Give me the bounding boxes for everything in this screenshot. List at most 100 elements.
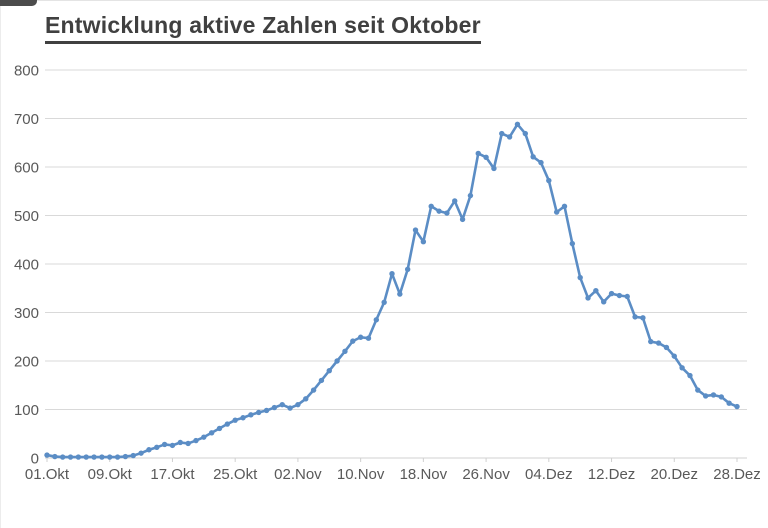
data-point (130, 452, 136, 459)
data-point (334, 358, 340, 364)
data-point (279, 401, 285, 408)
data-point (679, 365, 685, 371)
x-axis-label: 01.Okt (25, 466, 70, 483)
x-axis-label: 17.Okt (150, 466, 195, 483)
x-axis-label: 04.Dez (525, 466, 573, 483)
data-point (232, 417, 238, 423)
data-point (365, 335, 372, 341)
data-point (522, 130, 528, 137)
data-point (169, 442, 176, 449)
y-axis-label-800: 800 (14, 63, 39, 80)
data-point (718, 394, 725, 400)
y-axis-label-300: 300 (14, 305, 39, 322)
x-axis-label: 18.Nov (400, 466, 448, 483)
data-point (616, 292, 623, 299)
data-point (530, 154, 536, 160)
data-point (459, 216, 466, 223)
data-point (75, 454, 82, 460)
data-point (295, 401, 301, 408)
data-point (240, 415, 246, 421)
data-point (342, 348, 348, 354)
y-axis-label-100: 100 (14, 402, 39, 419)
data-point (59, 454, 66, 460)
data-point (263, 407, 270, 414)
data-point (216, 425, 223, 432)
data-point (561, 203, 568, 209)
y-axis-label-0: 0 (31, 451, 39, 468)
data-point (67, 454, 74, 460)
data-point (185, 440, 191, 447)
data-point (271, 404, 278, 411)
y-axis-label-500: 500 (14, 208, 39, 225)
x-axis-label: 12.Dez (588, 466, 636, 483)
data-point (373, 317, 380, 323)
data-point (702, 393, 709, 399)
data-point (107, 454, 113, 460)
data-point (357, 334, 364, 340)
data-point (389, 271, 395, 277)
x-axis-label: 09.Okt (88, 466, 133, 483)
data-point (499, 130, 505, 137)
data-point (444, 210, 450, 216)
data-point (569, 240, 576, 247)
data-point (248, 412, 254, 418)
data-point (138, 450, 144, 456)
data-point (404, 266, 411, 273)
data-point (593, 287, 599, 294)
data-point (710, 392, 717, 398)
data-point (553, 209, 560, 215)
data-point (208, 430, 215, 436)
data-point (310, 387, 317, 393)
data-point (154, 444, 160, 451)
data-point (624, 293, 630, 300)
data-point (161, 441, 168, 448)
data-point (491, 165, 497, 172)
data-point (514, 121, 521, 128)
data-point (687, 372, 693, 379)
data-point (52, 453, 58, 460)
gridlines (45, 69, 747, 459)
y-axis-label-600: 600 (14, 160, 39, 177)
y-axis-labels: 0 100 200 300 400 500 600 700 800 (14, 63, 39, 468)
x-axis-tick-marks (46, 458, 738, 462)
data-point (193, 437, 199, 444)
x-axis-label: 26.Nov (462, 466, 510, 483)
data-point (538, 159, 544, 166)
data-point (483, 154, 489, 160)
data-point (506, 134, 513, 140)
data-point (99, 454, 105, 460)
data-point (663, 344, 670, 351)
data-point (734, 403, 740, 410)
data-point (467, 192, 474, 199)
data-point (91, 454, 97, 460)
data-point (177, 439, 183, 446)
data-point (287, 405, 293, 411)
data-point (695, 387, 701, 393)
data-point (114, 454, 121, 460)
data-point (436, 208, 442, 214)
data-point (303, 396, 309, 402)
data-point (381, 299, 387, 306)
data-point (475, 150, 481, 157)
data-point (601, 299, 607, 305)
data-point (640, 315, 646, 321)
data-point (420, 238, 427, 245)
data-point (655, 340, 662, 346)
data-point (224, 421, 231, 427)
data-line-series (45, 123, 739, 459)
data-point (452, 198, 458, 204)
x-axis-label: 02.Nov (274, 466, 322, 483)
x-axis-label: 10.Nov (337, 466, 385, 483)
top-edge-artifact (0, 0, 37, 6)
data-point (83, 454, 89, 460)
data-point (256, 409, 262, 416)
x-axis-label: 28.Dez (713, 466, 761, 483)
data-point (648, 338, 654, 345)
data-point (318, 377, 325, 384)
x-axis-label: 20.Dez (651, 466, 699, 483)
data-point (726, 400, 732, 406)
data-point (428, 203, 434, 209)
data-point (350, 338, 356, 344)
data-point (44, 452, 50, 458)
